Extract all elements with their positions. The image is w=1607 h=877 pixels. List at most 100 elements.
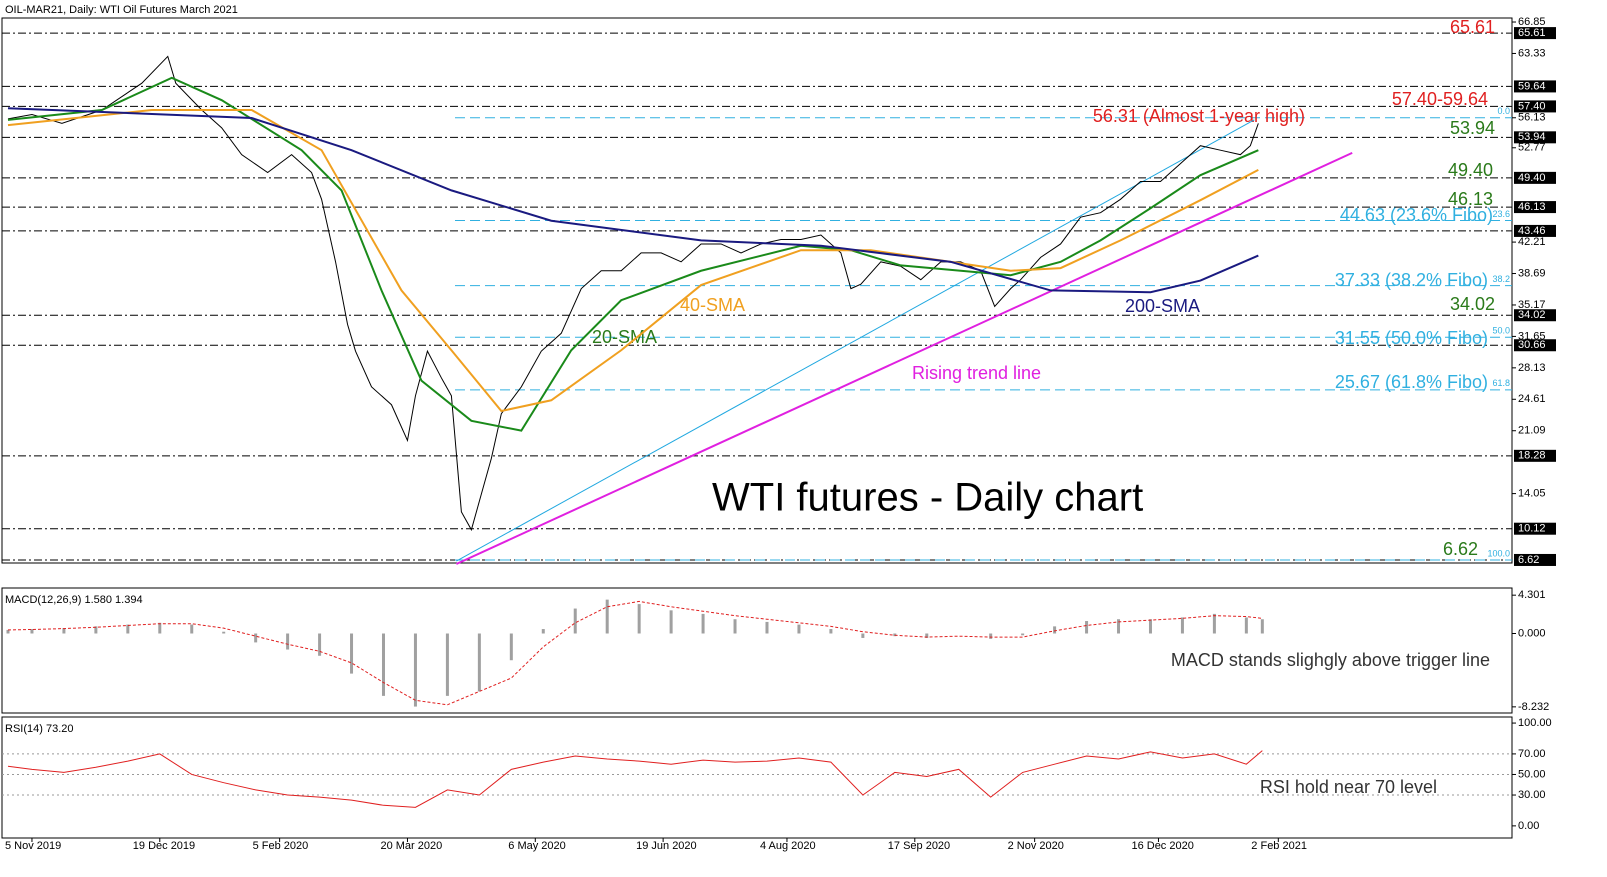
level-label-box <box>1514 201 1556 214</box>
macd-title: MACD(12,26,9) 1.580 1.394 <box>5 594 143 606</box>
y-tick-label: -8.232 <box>1518 701 1549 713</box>
macd-bar <box>989 633 993 639</box>
level-label-box <box>1514 339 1556 352</box>
y-tick-label: 50.00 <box>1518 768 1546 780</box>
y-tick-label: 38.69 <box>1518 267 1546 279</box>
level-label-box <box>1514 553 1556 566</box>
x-tick-label: 19 Jun 2020 <box>636 840 697 852</box>
macd-bar <box>1244 617 1248 634</box>
y-tick-label: 0.000 <box>1518 627 1546 639</box>
annotation: 40-SMA <box>680 295 745 315</box>
macd-bar <box>861 633 865 638</box>
x-tick-label: 19 Dec 2019 <box>133 840 195 852</box>
macd-bar <box>733 619 737 634</box>
annotation: 25.67 (61.8% Fibo) <box>1335 372 1488 392</box>
macd-bar <box>669 610 673 634</box>
macd-bar <box>350 633 354 674</box>
y-tick-label: 63.33 <box>1518 47 1546 59</box>
macd-bar <box>605 599 609 634</box>
y-tick-label: 4.301 <box>1518 589 1546 601</box>
annotation: 37.33 (38.2% Fibo) <box>1335 270 1488 290</box>
macd-bar <box>701 613 705 634</box>
rsi-line <box>7 750 1263 808</box>
level-label-box <box>1514 131 1556 144</box>
macd-bar <box>158 622 162 634</box>
level-label-box <box>1514 224 1556 237</box>
macd-bar <box>765 621 769 634</box>
level-label: 30.66 <box>1518 339 1546 351</box>
x-tick-label: 17 Sep 2020 <box>888 840 950 852</box>
x-tick-label: 5 Nov 2019 <box>5 840 61 852</box>
level-label-box <box>1514 80 1556 93</box>
macd-bar <box>1212 613 1216 634</box>
fibo-label: 23.6 <box>1492 209 1510 219</box>
macd-bar <box>1021 633 1025 636</box>
level-label: 46.13 <box>1518 201 1546 213</box>
y-tick-label: 24.61 <box>1518 393 1546 405</box>
fibo-label: 50.0 <box>1492 326 1510 336</box>
y-tick-label: 42.21 <box>1518 236 1546 248</box>
annotation: 46.13 <box>1448 189 1493 209</box>
fibo-label: 38.2 <box>1492 274 1510 284</box>
annotation: 6.62 <box>1443 539 1478 559</box>
level-label-box <box>1514 27 1556 40</box>
y-tick-label: 70.00 <box>1518 748 1546 760</box>
x-tick-label: 4 Aug 2020 <box>760 840 816 852</box>
annotation: 31.55 (50.0% Fibo) <box>1335 328 1488 348</box>
annotation: 53.94 <box>1450 118 1495 138</box>
level-label: 10.12 <box>1518 523 1546 535</box>
level-label-box <box>1514 171 1556 184</box>
y-tick-label: 52.77 <box>1518 142 1546 154</box>
trend-line <box>455 151 1353 565</box>
macd-bar <box>6 629 10 634</box>
macd-bar <box>413 633 417 707</box>
y-tick-label: 66.85 <box>1518 16 1546 28</box>
macd-bar <box>254 633 258 643</box>
macd-bar <box>30 629 34 634</box>
macd-bar <box>190 624 194 634</box>
rsi-title: RSI(14) 73.20 <box>5 723 73 735</box>
annotation: MACD stands slighgly above trigger line <box>1171 650 1490 670</box>
level-label: 53.94 <box>1518 131 1546 143</box>
x-tick-label: 2 Feb 2021 <box>1251 840 1307 852</box>
macd-bar <box>797 624 801 634</box>
macd-bar <box>541 629 545 634</box>
level-label: 49.40 <box>1518 172 1546 184</box>
level-label: 34.02 <box>1518 309 1546 321</box>
macd-bar <box>126 624 130 634</box>
level-label: 57.40 <box>1518 100 1546 112</box>
macd-bar <box>1260 619 1264 634</box>
trend-line <box>456 119 1255 562</box>
macd-bar <box>1053 626 1057 634</box>
annotation: 44.63 (23.6% Fibo) <box>1340 205 1493 225</box>
main-panel <box>1 17 1513 564</box>
macd-bar <box>573 608 577 634</box>
x-tick-label: 16 Dec 2020 <box>1131 840 1193 852</box>
level-label: 18.28 <box>1518 450 1546 462</box>
macd-bar <box>286 633 290 650</box>
fibo-label: 0.0 <box>1497 106 1510 116</box>
series-line <box>7 76 1259 432</box>
level-label-box <box>1514 449 1556 462</box>
x-tick-label: 2 Nov 2020 <box>1008 840 1064 852</box>
annotation: 57.40-59.64 <box>1392 89 1488 109</box>
level-label: 65.61 <box>1518 27 1546 39</box>
macd-bar <box>637 604 641 634</box>
fibo-label: 100.0 <box>1487 548 1510 558</box>
macd-panel <box>1 587 1513 714</box>
series-line <box>7 108 1259 413</box>
y-tick-label: 30.00 <box>1518 789 1546 801</box>
y-tick-label: 35.17 <box>1518 299 1546 311</box>
annotation: 65.61 <box>1450 17 1495 37</box>
annotation: 56.31 (Almost 1-year high) <box>1093 106 1305 126</box>
macd-bar <box>1148 619 1152 634</box>
macd-bar <box>1180 617 1184 634</box>
chart-heading: WTI futures - Daily chart <box>712 476 1143 520</box>
macd-bar <box>318 633 322 656</box>
annotation: 200-SMA <box>1125 296 1200 316</box>
y-tick-label: 14.05 <box>1518 488 1546 500</box>
y-tick-label: 21.09 <box>1518 425 1546 437</box>
macd-bar <box>829 629 833 634</box>
